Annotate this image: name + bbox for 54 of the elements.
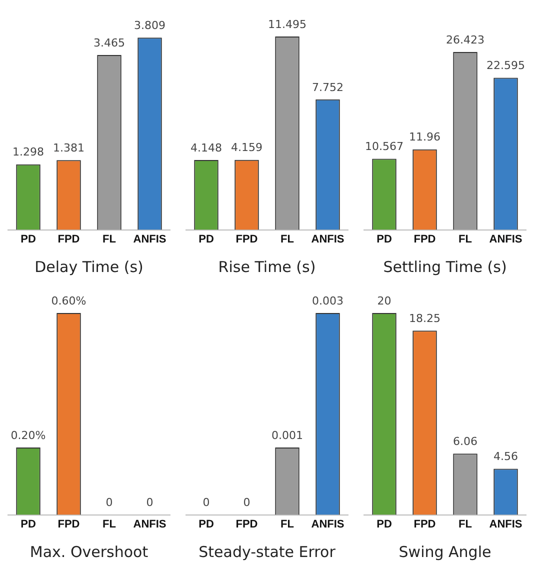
data-label: 11.495 bbox=[268, 18, 306, 31]
x-tick-label: FL bbox=[102, 518, 116, 530]
x-tick-label: ANFIS bbox=[311, 518, 344, 530]
data-label: 4.148 bbox=[190, 141, 222, 154]
data-label: 0.003 bbox=[312, 294, 344, 308]
data-label: 18.25 bbox=[409, 312, 440, 326]
x-tick-label: FL bbox=[102, 233, 116, 246]
data-label: 6.06 bbox=[453, 435, 478, 448]
data-label: 0 bbox=[146, 496, 154, 510]
data-label: 0.60% bbox=[51, 294, 86, 308]
x-tick-label: ANFIS bbox=[133, 233, 166, 246]
x-tick-label: PD bbox=[376, 233, 392, 246]
x-axis-title: Max. Overshoot bbox=[30, 542, 148, 561]
x-tick-label: FL bbox=[458, 233, 472, 246]
x-tick-label: FPD bbox=[236, 518, 258, 530]
x-tick-label: FPD bbox=[58, 518, 80, 530]
x-tick-label: FPD bbox=[414, 518, 436, 530]
x-tick-label: PD bbox=[20, 518, 36, 530]
data-label: 0.20% bbox=[10, 428, 46, 442]
x-tick-label: FL bbox=[280, 518, 294, 530]
data-label: 4.159 bbox=[231, 141, 262, 154]
data-label: 0.001 bbox=[272, 428, 303, 442]
x-tick-label: PD bbox=[198, 518, 214, 530]
x-tick-label: FPD bbox=[58, 233, 80, 246]
data-label: 26.423 bbox=[446, 33, 484, 46]
x-tick-label: ANFIS bbox=[133, 518, 166, 530]
data-label: 20 bbox=[377, 294, 392, 308]
data-label: 7.752 bbox=[312, 80, 344, 94]
data-label: 22.595 bbox=[486, 59, 525, 72]
x-tick-label: PD bbox=[376, 518, 392, 530]
x-tick-label: PD bbox=[198, 233, 214, 246]
x-axis-title: Delay Time (s) bbox=[34, 258, 144, 276]
x-tick-label: FPD bbox=[236, 233, 258, 246]
data-label: 11.96 bbox=[409, 130, 440, 144]
x-tick-label: FL bbox=[280, 233, 294, 246]
x-axis-title: Settling Time (s) bbox=[383, 258, 507, 276]
data-label: 3.809 bbox=[134, 18, 166, 32]
data-label: 1.298 bbox=[12, 146, 44, 159]
data-label: 1.381 bbox=[53, 141, 84, 154]
data-label: 4.56 bbox=[494, 450, 518, 464]
x-tick-label: ANFIS bbox=[489, 518, 522, 530]
x-tick-label: FPD bbox=[414, 233, 436, 246]
data-label: 0 bbox=[243, 496, 250, 510]
x-tick-label: ANFIS bbox=[489, 233, 522, 246]
data-label: 0 bbox=[106, 496, 113, 510]
data-label: 0 bbox=[202, 496, 210, 510]
x-tick-label: ANFIS bbox=[311, 233, 344, 246]
data-label: 10.567 bbox=[365, 140, 404, 154]
x-axis-title: Rise Time (s) bbox=[218, 258, 316, 276]
x-tick-label: PD bbox=[20, 233, 36, 246]
data-label: 3.465 bbox=[94, 36, 125, 50]
x-axis-title: Swing Angle bbox=[398, 542, 492, 561]
x-axis-title: Steady-state Error bbox=[198, 542, 336, 561]
x-tick-label: FL bbox=[458, 518, 472, 530]
